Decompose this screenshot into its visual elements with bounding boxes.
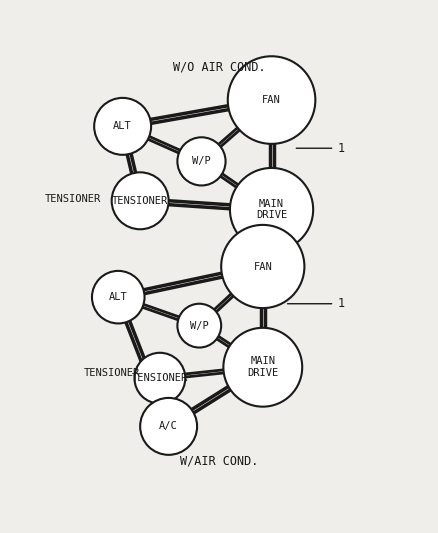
Text: 1: 1 [296,142,344,155]
Circle shape [177,304,221,348]
Text: FAN: FAN [254,262,272,271]
Circle shape [177,138,226,185]
Text: TENSIONER: TENSIONER [84,368,140,378]
Text: TENSIONER: TENSIONER [45,193,101,204]
Circle shape [223,328,302,407]
Text: TENSIONER: TENSIONER [112,196,168,206]
Circle shape [112,172,169,229]
Circle shape [228,56,315,144]
Text: ALT: ALT [113,122,132,131]
Text: FAN: FAN [262,95,281,105]
Circle shape [230,168,313,251]
Text: ALT: ALT [109,292,127,302]
Circle shape [140,398,197,455]
Text: 1: 1 [287,297,344,310]
Text: MAIN
DRIVE: MAIN DRIVE [247,357,279,378]
Text: W/P: W/P [190,321,208,330]
Circle shape [94,98,151,155]
Text: A/C: A/C [159,422,178,431]
Text: W/O AIR COND.: W/O AIR COND. [173,61,265,74]
Text: MAIN
DRIVE: MAIN DRIVE [256,199,287,220]
Text: TENSIONER: TENSIONER [132,373,188,383]
Circle shape [134,353,185,403]
Text: W/AIR COND.: W/AIR COND. [180,455,258,468]
Circle shape [92,271,145,324]
Text: W/P: W/P [192,156,211,166]
Circle shape [221,225,304,308]
